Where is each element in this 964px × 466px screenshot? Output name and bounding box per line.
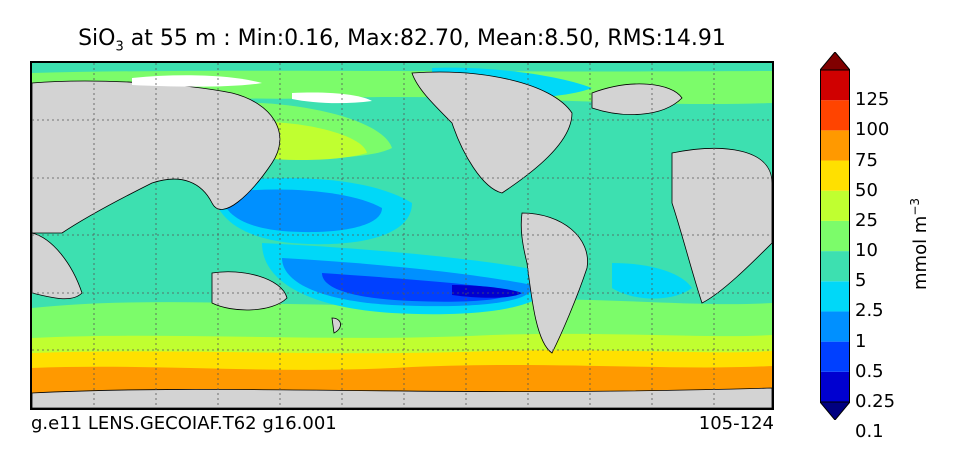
colorbar bbox=[820, 52, 850, 420]
land-africa-east bbox=[32, 232, 83, 300]
land-greenland bbox=[591, 83, 683, 115]
ice-arctic-2 bbox=[292, 92, 372, 104]
colorbar-bin bbox=[820, 100, 850, 131]
ice-arctic-1 bbox=[132, 75, 262, 87]
south-atlantic-gyre bbox=[612, 263, 692, 299]
land-antarctica bbox=[32, 387, 772, 408]
land-new-zealand bbox=[331, 317, 341, 334]
colorbar-bin bbox=[820, 311, 850, 342]
colorbar-tick-label: 10 bbox=[855, 240, 878, 262]
colorbar-cap-high bbox=[820, 52, 850, 71]
colorbar-tick-label: 125 bbox=[855, 89, 890, 111]
colorbar-bin bbox=[820, 130, 850, 161]
colorbar-tick-label: 0.5 bbox=[855, 360, 884, 382]
map-canvas bbox=[32, 63, 772, 408]
title-stats: at 55 m : Min:0.16, Max:82.70, Mean:8.50… bbox=[123, 26, 726, 51]
sp-gyre-01 bbox=[452, 285, 522, 298]
unit-base: mmol m bbox=[910, 215, 931, 290]
title-species: SiO bbox=[78, 26, 116, 51]
land-africa-west bbox=[671, 148, 772, 304]
sea-ice bbox=[132, 75, 372, 104]
colorbar-bin bbox=[820, 160, 850, 191]
np-gyre-05 bbox=[222, 189, 382, 233]
colorbar-tick-label: 100 bbox=[855, 119, 890, 141]
case-name: g.e11 LENS.GECOIAF.T62 g16.001 bbox=[31, 413, 337, 434]
colorbar-bin bbox=[820, 220, 850, 252]
colorbar-cap-low bbox=[820, 401, 850, 420]
colorbar-bin bbox=[820, 341, 850, 372]
colorbar-tick-label: 75 bbox=[855, 149, 878, 171]
colorbar-bin bbox=[820, 371, 850, 402]
land-north-america bbox=[411, 71, 573, 194]
colorbar-tick-label: 5 bbox=[855, 270, 867, 292]
colorbar-unit: mmol m−3 bbox=[908, 198, 931, 290]
colorbar-bin bbox=[820, 281, 850, 312]
colorbar-tick-label: 50 bbox=[855, 179, 878, 201]
colorbar-outline bbox=[820, 69, 850, 403]
colorbar-tick-label: 25 bbox=[855, 209, 878, 231]
year-range: 105-124 bbox=[698, 413, 774, 434]
colorbar-tick-label: 1 bbox=[855, 330, 867, 352]
colorbar-tick-label: 0.1 bbox=[855, 421, 884, 443]
colorbar-bin bbox=[820, 251, 850, 282]
colorbar-tick-label: 0.25 bbox=[855, 391, 896, 412]
colorbar-bin bbox=[820, 190, 850, 221]
colorbar-tick-label: 2.5 bbox=[855, 300, 884, 322]
gridlines bbox=[32, 63, 772, 408]
map-title: SiO3 at 55 m : Min:0.16, Max:82.70, Mean… bbox=[0, 26, 804, 54]
unit-exponent: −3 bbox=[908, 197, 922, 216]
colorbar-bin bbox=[820, 70, 850, 101]
land-australia bbox=[211, 271, 288, 311]
title-subscript: 3 bbox=[115, 39, 124, 55]
world-map bbox=[30, 61, 774, 410]
